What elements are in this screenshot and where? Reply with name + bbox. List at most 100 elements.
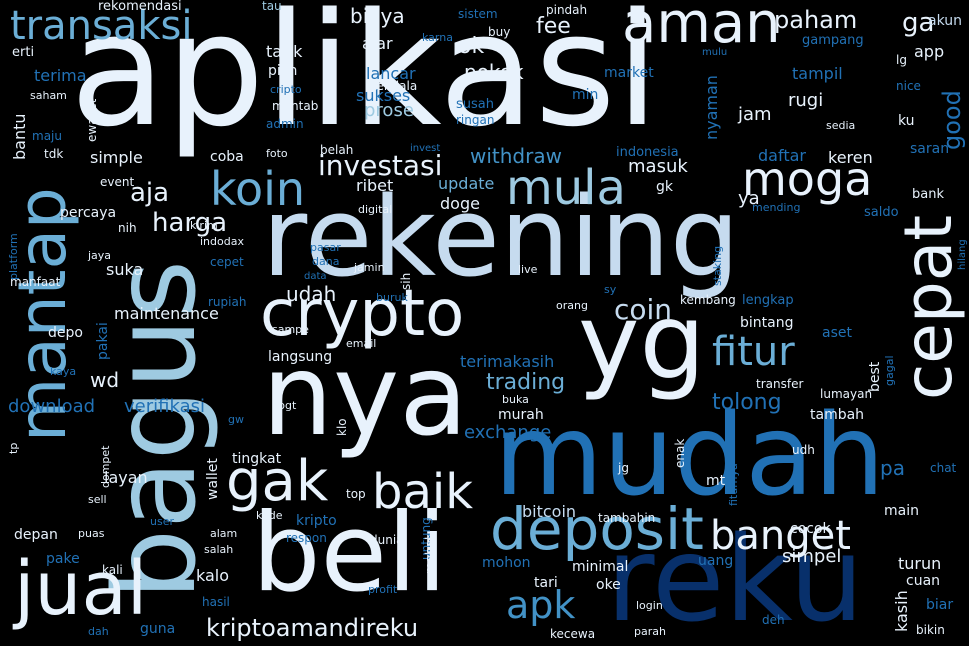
word: platform	[7, 233, 20, 280]
word: yg	[578, 281, 706, 403]
word: belah	[320, 143, 354, 157]
word: app	[914, 42, 945, 61]
word: beli	[252, 491, 448, 616]
word: paham	[774, 6, 858, 34]
word: kecewa	[550, 627, 596, 641]
word: udh	[792, 443, 815, 457]
word: coin	[614, 293, 673, 326]
word: top	[346, 487, 366, 501]
word: gampang	[802, 33, 864, 48]
word: udah	[286, 282, 337, 306]
word: doge	[440, 194, 480, 213]
word: mula	[506, 160, 626, 216]
word: terima	[34, 66, 87, 85]
word: buy	[488, 25, 511, 39]
word: sedia	[826, 119, 856, 132]
word: jual	[14, 546, 148, 632]
word: maju	[32, 129, 62, 143]
word: verifikasi	[124, 396, 205, 417]
word: reku	[606, 510, 865, 646]
word: mulu	[702, 47, 728, 58]
word: pa	[880, 456, 905, 480]
word: pakai	[95, 322, 111, 360]
word: mending	[752, 201, 801, 214]
word: sih	[399, 272, 413, 290]
word: keren	[828, 148, 873, 167]
word: bintang	[740, 315, 794, 331]
word: lancar	[366, 64, 416, 83]
word: kali	[102, 563, 123, 577]
word: ku	[898, 113, 915, 129]
word: staking	[711, 245, 724, 286]
word: email	[346, 337, 377, 350]
word: transaksi	[10, 3, 193, 49]
word: aman	[622, 0, 781, 56]
word: jamin	[354, 261, 385, 274]
word: tau	[262, 0, 282, 13]
word: exchange	[464, 422, 552, 443]
word: gw	[228, 413, 244, 426]
word: foto	[266, 147, 288, 160]
word: pokok	[464, 60, 524, 84]
word: live	[518, 263, 538, 276]
word: sell	[88, 493, 107, 506]
word: biar	[926, 597, 954, 613]
word: hilang	[957, 239, 968, 270]
word: buruk	[376, 291, 408, 304]
word: mt	[706, 473, 726, 489]
word: jaya	[88, 249, 112, 262]
word: mudah	[494, 391, 885, 521]
word: kode	[256, 509, 283, 522]
word: kriptoamandireku	[206, 614, 419, 642]
word: sy	[604, 283, 617, 296]
word: maintenance	[114, 304, 219, 323]
word: fee	[536, 14, 571, 39]
word: bantu	[10, 113, 29, 160]
word: kembang	[680, 293, 736, 307]
word: saldo	[864, 205, 899, 220]
word: moga	[742, 152, 873, 206]
word: update	[438, 174, 495, 193]
word: hasil	[202, 595, 230, 609]
word: kripto	[296, 513, 337, 529]
word: transfer	[756, 377, 804, 391]
word: respon	[286, 531, 327, 545]
word: ribet	[356, 176, 394, 195]
word: main	[884, 503, 919, 519]
word: tingkat	[232, 451, 282, 467]
word: biaya	[350, 4, 405, 28]
word: uang	[698, 553, 734, 569]
word: jam	[738, 104, 772, 125]
word: simple	[90, 148, 143, 167]
word: invest	[410, 143, 441, 154]
word: login	[636, 599, 663, 612]
word: sistem	[458, 7, 498, 21]
word: oke	[596, 577, 621, 593]
word: bgt	[278, 399, 297, 412]
word: tampil	[792, 64, 843, 83]
word: aja	[130, 178, 170, 208]
word: cepet	[210, 255, 244, 269]
word: gagal	[883, 355, 896, 386]
word: saran	[910, 141, 950, 157]
word: karna	[422, 31, 453, 44]
word: kalo	[196, 566, 230, 585]
word: tari	[534, 575, 558, 591]
word: market	[604, 65, 654, 81]
word: rugi	[788, 90, 824, 111]
word: puas	[78, 527, 105, 540]
word: mahal	[423, 536, 437, 574]
word: sukses	[356, 86, 411, 105]
word: gak	[226, 449, 329, 514]
word: tdk	[44, 147, 64, 161]
word: aplikasi	[70, 0, 660, 161]
word: tolong	[712, 390, 782, 415]
word: prose	[364, 100, 414, 121]
word: trading	[486, 370, 566, 395]
word: cripto	[270, 83, 302, 96]
word: investasi	[318, 149, 443, 182]
word: parah	[634, 625, 666, 638]
word: klo	[335, 418, 349, 436]
word: jg	[618, 461, 629, 475]
